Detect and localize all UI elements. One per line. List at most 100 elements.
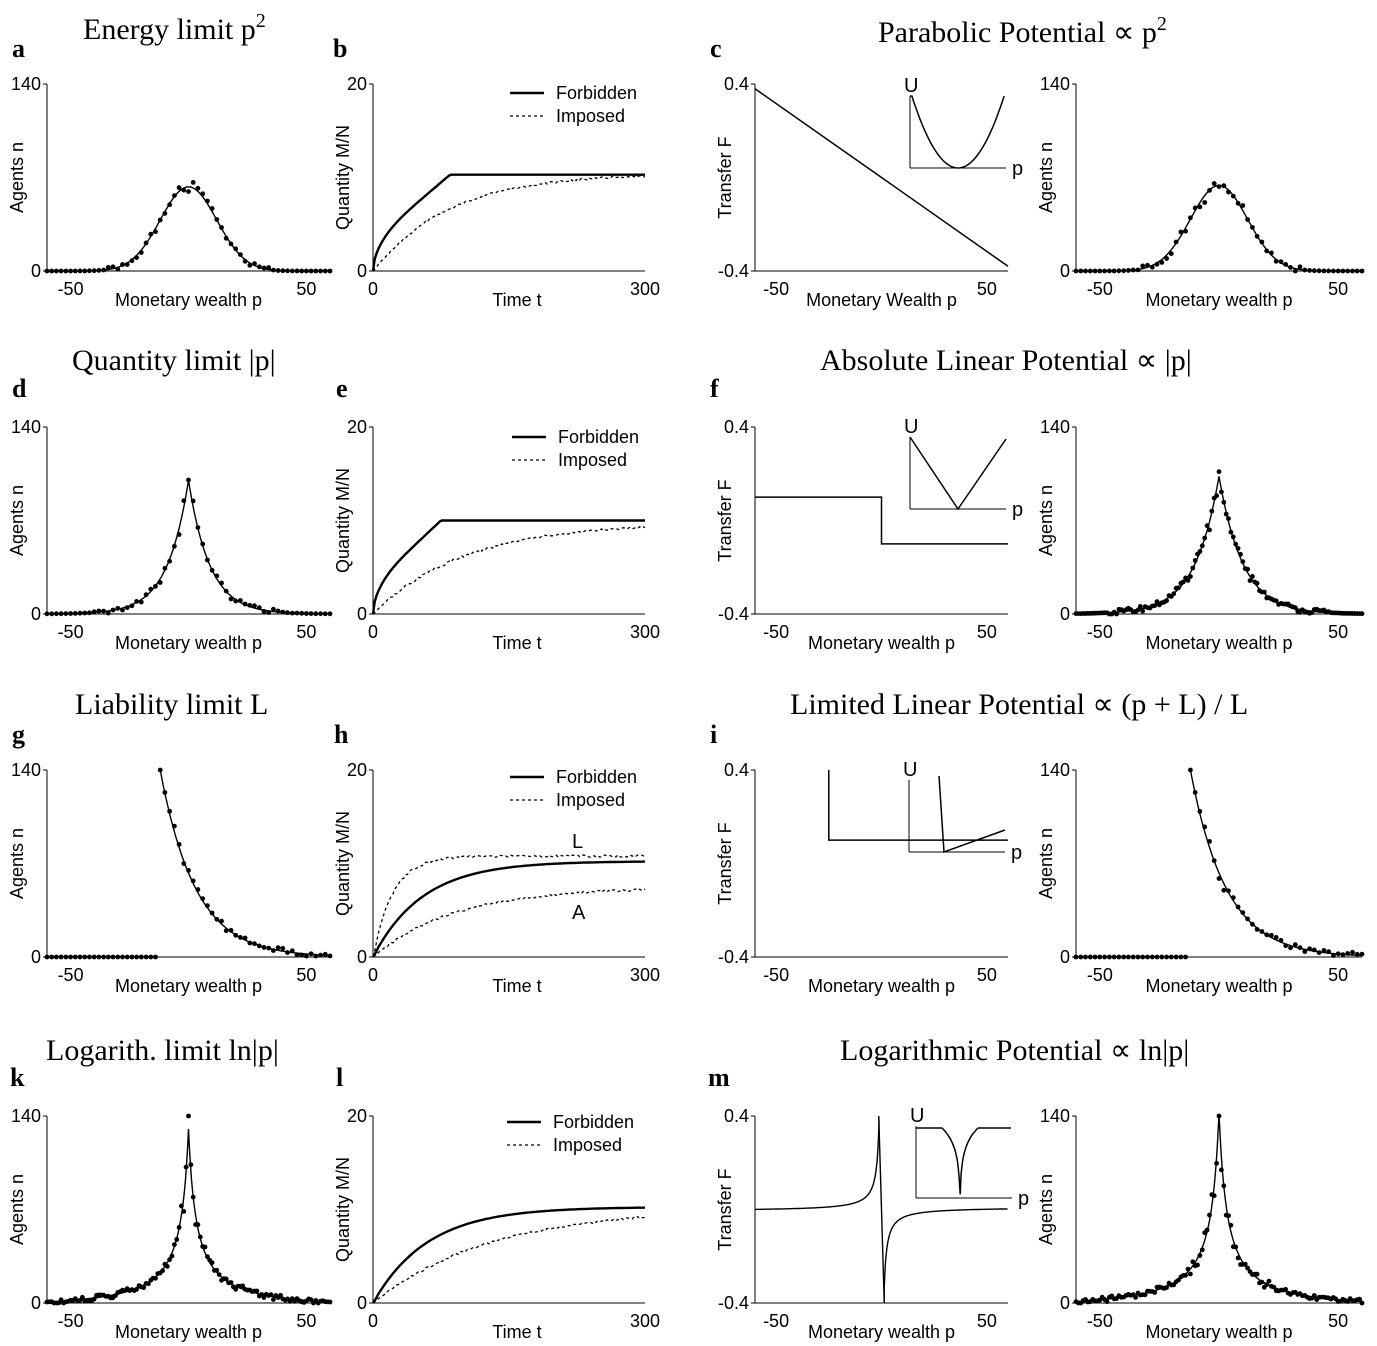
- data-point: [138, 954, 144, 960]
- inset-u-label: U: [903, 759, 917, 781]
- panel-g: 0 140 -50 50 Agents n Monetary wealth p: [7, 760, 333, 996]
- series-imposed: [372, 1215, 646, 1304]
- data-point: [181, 1209, 187, 1214]
- data-point: [209, 910, 215, 916]
- panel-letter-k: k: [10, 1063, 25, 1092]
- x-tick-label: 0: [368, 622, 378, 642]
- data-point: [157, 580, 163, 585]
- y-axis-label: Agents n: [1036, 485, 1056, 556]
- y-tick-label: 140: [1040, 417, 1070, 437]
- data-point: [252, 603, 257, 609]
- data-point: [200, 896, 206, 901]
- data-point: [68, 268, 73, 274]
- y-tick-label: 0: [357, 261, 367, 281]
- data-point: [271, 1297, 276, 1302]
- y-tick-label: 0: [1060, 947, 1070, 967]
- data-point: [242, 258, 248, 264]
- data-point: [1097, 268, 1103, 274]
- data-point: [1288, 945, 1293, 951]
- x-axis-label: Time t: [492, 633, 541, 653]
- legend-solid-label: Forbidden: [558, 427, 639, 447]
- data-point: [120, 262, 125, 267]
- data-point: [129, 258, 135, 264]
- x-tick-label: -50: [1087, 622, 1113, 642]
- legend-dashed-label: Imposed: [558, 450, 627, 470]
- data-point: [1230, 534, 1236, 540]
- data-point: [1116, 954, 1122, 960]
- data-point: [1273, 598, 1279, 604]
- data-point: [1331, 953, 1336, 958]
- data-point: [1145, 954, 1150, 960]
- legend-h: Forbidden Imposed: [510, 767, 637, 810]
- data-point: [1188, 767, 1193, 773]
- data-point: [308, 268, 314, 274]
- row-title-parabolic: Parabolic Potential ∝ p2: [878, 13, 1167, 49]
- data-point: [1104, 1299, 1110, 1305]
- data-point: [162, 565, 168, 571]
- y-tick-label: 0.4: [724, 1106, 749, 1126]
- y-tick-label: 140: [1040, 1106, 1070, 1126]
- data-point: [195, 1222, 201, 1228]
- data-point: [1357, 1296, 1362, 1302]
- data-point: [1130, 954, 1136, 960]
- data-point: [1216, 876, 1222, 881]
- data-point: [1350, 268, 1355, 274]
- data-point: [160, 1268, 166, 1274]
- data-point: [1180, 579, 1186, 585]
- data-point: [209, 206, 215, 211]
- data-point: [1254, 1271, 1260, 1277]
- data-point: [256, 264, 262, 270]
- data-point: [1168, 251, 1174, 256]
- y-axis-label: Agents n: [7, 828, 27, 899]
- data-point: [91, 609, 97, 615]
- transfer-curve-right: [883, 1208, 1008, 1303]
- data-point: [1345, 268, 1351, 274]
- panel-d: 0 140 -50 50 Agents n Monetary wealth p: [7, 417, 333, 653]
- data-point: [1235, 200, 1241, 206]
- data-point: [1214, 1160, 1219, 1166]
- data-point: [1183, 1272, 1188, 1278]
- transfer-line: [755, 496, 1008, 545]
- row-title-limited: Limited Linear Potential ∝ (p + L) / L: [790, 688, 1248, 721]
- x-tick-label: 50: [1328, 622, 1348, 642]
- data-point: [195, 887, 201, 892]
- data-point: [1259, 1279, 1265, 1285]
- panel-letter-a: a: [12, 34, 25, 63]
- data-point: [190, 1194, 196, 1200]
- data-point: [87, 954, 92, 960]
- data-point: [1233, 541, 1239, 547]
- y-tick-label: 0: [1060, 261, 1070, 281]
- data-point: [294, 268, 300, 274]
- data-point: [233, 932, 239, 938]
- data-point: [72, 954, 78, 960]
- data-point: [261, 609, 267, 614]
- data-point: [1154, 599, 1160, 604]
- data-point: [1195, 1262, 1200, 1268]
- y-tick-label: 20: [347, 1106, 367, 1126]
- data-point: [308, 1297, 314, 1303]
- data-point: [63, 611, 69, 616]
- data-point: [266, 945, 272, 951]
- panel-c2: 0 140 -50 50 Agents n Monetary wealth p: [1036, 74, 1365, 310]
- data-point: [1235, 904, 1241, 910]
- data-point: [153, 229, 158, 235]
- x-tick-label: -50: [763, 1311, 789, 1331]
- data-point: [1340, 952, 1346, 958]
- data-point: [327, 1299, 333, 1305]
- y-tick-label: 0: [31, 1293, 41, 1313]
- data-point: [190, 498, 196, 504]
- x-axis-label: Monetary wealth p: [115, 290, 262, 310]
- x-axis-label: Monetary Wealth p: [806, 290, 957, 310]
- row-title-liability: Liability limit L: [75, 688, 268, 721]
- data-point: [1107, 268, 1112, 274]
- x-tick-label: 50: [977, 279, 997, 299]
- data-point: [146, 1281, 151, 1287]
- data-point: [134, 599, 140, 604]
- data-point: [219, 225, 224, 230]
- data-point: [1266, 1278, 1272, 1284]
- data-point: [202, 1244, 208, 1250]
- data-point: [1283, 943, 1289, 949]
- plots-layer: 0 140 -50 50 Agents n Monetary wealth p 0 20 0 30…: [7, 74, 1365, 1342]
- y-axis-label: Agents n: [1036, 142, 1056, 213]
- row-title-logarith: Logarith. limit ln|p|: [46, 1034, 279, 1067]
